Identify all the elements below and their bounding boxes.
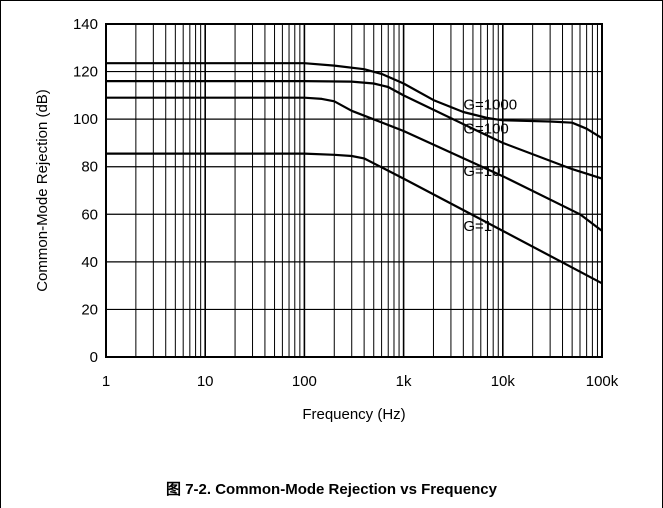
series-label: G=100 xyxy=(463,120,508,137)
x-axis-label: Frequency (Hz) xyxy=(302,406,405,423)
x-tick-label: 100 xyxy=(292,373,317,390)
plot-border xyxy=(105,23,603,358)
figure-caption: 图 7-2. Common-Mode Rejection vs Frequenc… xyxy=(166,481,497,498)
series-label: G=1000 xyxy=(463,97,517,114)
y-axis-label: Common-Mode Rejection (dB) xyxy=(34,89,51,292)
y-tick-label: 60 xyxy=(81,206,98,223)
series-label: G=1 xyxy=(463,218,492,235)
y-tick-label: 140 xyxy=(73,16,98,33)
cmr-chart: G=1000 G=100 G=10 G=1 1 10 100 1k 10k 100k 0 20 40 60… xyxy=(34,16,619,423)
series-label: G=10 xyxy=(463,163,500,180)
y-tick-label: 100 xyxy=(73,111,98,128)
x-tick-label: 10 xyxy=(197,373,214,390)
series-line xyxy=(106,62,603,140)
series-line xyxy=(106,79,603,180)
y-tick-label: 80 xyxy=(81,159,98,176)
x-tick-label: 100k xyxy=(586,373,619,390)
x-tick-label: 1 xyxy=(102,373,110,390)
y-tick-label: 40 xyxy=(81,254,98,271)
y-tick-label: 120 xyxy=(73,64,98,81)
series-line xyxy=(106,96,603,232)
x-tick-label: 1k xyxy=(396,373,412,390)
x-tick-label: 10k xyxy=(491,373,516,390)
y-tick-label: 0 xyxy=(90,349,98,366)
y-tick-label: 20 xyxy=(81,301,98,318)
series-line xyxy=(106,152,603,285)
